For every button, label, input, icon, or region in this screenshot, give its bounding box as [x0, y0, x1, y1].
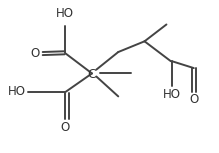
Text: HO: HO [56, 7, 74, 20]
Text: HO: HO [163, 88, 181, 101]
Text: O: O [30, 47, 39, 60]
Text: O: O [189, 93, 198, 106]
Text: O: O [60, 121, 69, 134]
Text: HO: HO [8, 85, 26, 98]
Text: C: C [88, 68, 96, 81]
